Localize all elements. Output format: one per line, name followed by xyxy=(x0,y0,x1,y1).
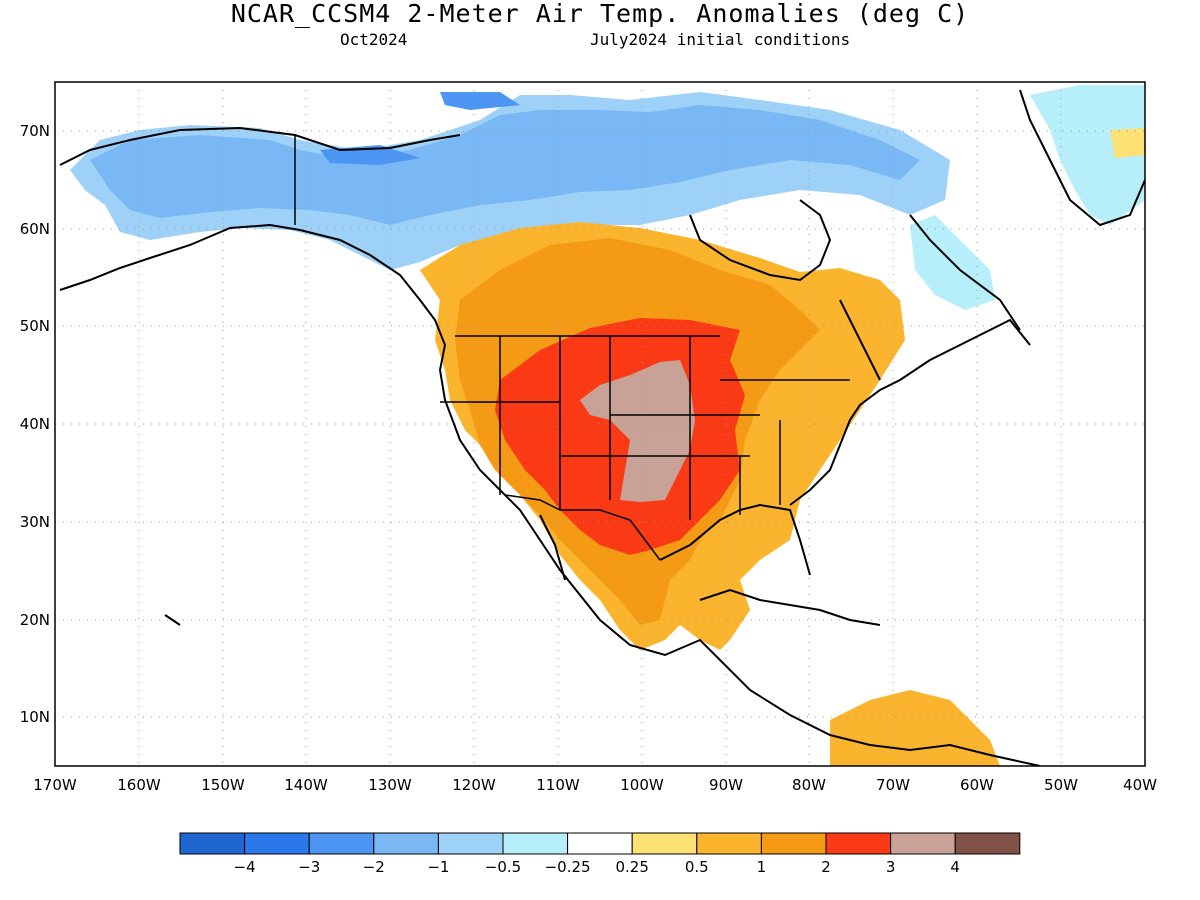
colorbar-swatch xyxy=(760,832,827,855)
map-area xyxy=(55,82,1145,766)
colorbar-label: 0.25 xyxy=(615,858,648,876)
colorbar-label: −4 xyxy=(234,858,256,876)
colorbar-swatch xyxy=(502,832,569,855)
colorbar-swatch xyxy=(179,832,246,855)
lon-label: 150W xyxy=(201,776,245,794)
forecast-month: Oct2024 xyxy=(340,30,408,49)
lon-label: 50W xyxy=(1044,776,1078,794)
colorbar-swatch xyxy=(437,832,504,855)
coastlines xyxy=(59,89,1145,766)
colorbar-label: −2 xyxy=(363,858,385,876)
warm-spot-greenland xyxy=(1110,128,1145,158)
lon-label: 100W xyxy=(620,776,664,794)
colorbar-label: −1 xyxy=(427,858,449,876)
cold-anomaly-core2 xyxy=(440,92,520,110)
lat-label: 20N xyxy=(20,611,50,629)
lon-label: 140W xyxy=(284,776,328,794)
colorbar: −4 −3 −2 −1 −0.5 −0.25 0.25 0.5 1 2 3 4 xyxy=(179,832,1021,876)
lon-label: 70W xyxy=(876,776,910,794)
cold-anomaly-alaska xyxy=(90,105,920,225)
lon-label: 130W xyxy=(368,776,412,794)
colorbar-swatch xyxy=(631,832,698,855)
lon-label: 90W xyxy=(709,776,743,794)
colorbar-label: 0.5 xyxy=(685,858,709,876)
lat-label: 50N xyxy=(20,317,50,335)
lat-label: 30N xyxy=(20,513,50,531)
colorbar-swatch xyxy=(954,832,1021,855)
colorbar-label: −0.25 xyxy=(545,858,591,876)
lat-label: 70N xyxy=(20,122,50,140)
colorbar-label: −0.5 xyxy=(485,858,521,876)
colorbar-swatch xyxy=(244,832,310,855)
colorbar-swatch xyxy=(567,832,633,855)
colorbar-label: 1 xyxy=(757,858,767,876)
political-borders xyxy=(294,135,850,561)
lon-label: 60W xyxy=(960,776,994,794)
lat-label: 60N xyxy=(20,220,50,238)
lat-label: 10N xyxy=(20,708,50,726)
colorbar-label: 4 xyxy=(950,858,960,876)
initial-conditions: July2024 initial conditions xyxy=(590,30,851,49)
longitude-labels: 170W 160W 150W 140W 130W 120W 110W 100W … xyxy=(33,776,1157,794)
colorbar-label: 2 xyxy=(821,858,831,876)
colorbar-swatch xyxy=(373,832,439,855)
colorbar-label: 3 xyxy=(886,858,896,876)
lon-label: 120W xyxy=(452,776,496,794)
lon-label: 110W xyxy=(536,776,580,794)
colorbar-swatch xyxy=(825,832,892,855)
colorbar-label: −3 xyxy=(298,858,320,876)
colorbar-swatch xyxy=(696,832,762,855)
colorbar-swatch xyxy=(308,832,375,855)
warm-anomaly-hottest xyxy=(580,360,695,502)
lon-label: 160W xyxy=(117,776,161,794)
cold-anomaly-greenland xyxy=(1030,85,1145,225)
latitude-labels: 70N 60N 50N 40N 30N 20N 10N xyxy=(20,122,50,726)
map-frame xyxy=(54,81,1146,767)
lon-label: 80W xyxy=(792,776,826,794)
colorbar-swatch xyxy=(890,832,956,855)
lon-label: 40W xyxy=(1123,776,1157,794)
lat-label: 40N xyxy=(20,415,50,433)
lon-label: 170W xyxy=(33,776,77,794)
map-title: NCAR_CCSM4 2-Meter Air Temp. Anomalies (… xyxy=(230,0,970,28)
